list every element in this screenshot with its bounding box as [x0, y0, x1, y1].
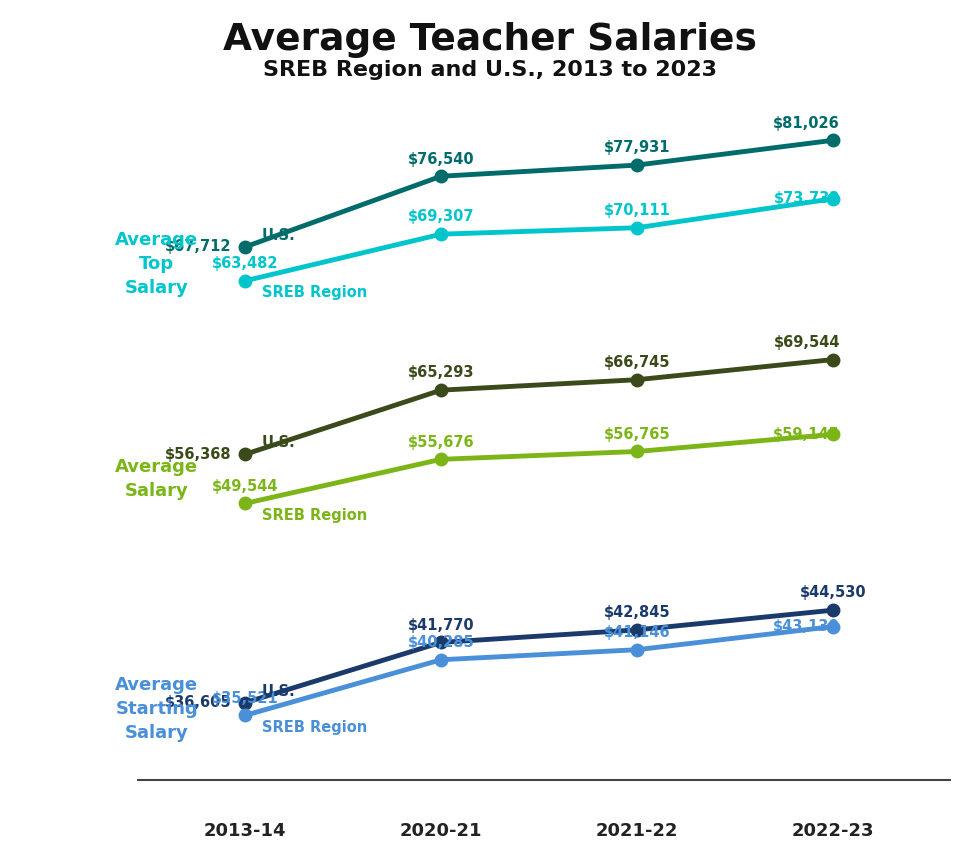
- Text: $66,745: $66,745: [604, 355, 670, 370]
- Text: U.S.: U.S.: [262, 435, 295, 450]
- Text: SREB Region: SREB Region: [262, 507, 367, 523]
- Text: 2022-23: 2022-23: [792, 822, 874, 840]
- Text: Average
Salary: Average Salary: [116, 458, 198, 500]
- Text: $81,026: $81,026: [773, 116, 840, 130]
- Text: $63,482: $63,482: [212, 256, 278, 271]
- Text: $42,845: $42,845: [604, 605, 670, 620]
- Text: $65,293: $65,293: [408, 365, 474, 381]
- Text: $69,544: $69,544: [773, 335, 840, 350]
- Text: U.S.: U.S.: [262, 228, 295, 243]
- Text: $69,307: $69,307: [408, 210, 474, 224]
- Text: SREB Region and U.S., 2013 to 2023: SREB Region and U.S., 2013 to 2023: [263, 60, 717, 80]
- Text: $40,285: $40,285: [408, 635, 474, 650]
- Text: 2020-21: 2020-21: [400, 822, 482, 840]
- Text: $55,676: $55,676: [408, 435, 474, 450]
- Text: $67,712: $67,712: [165, 239, 231, 255]
- Text: $73,732: $73,732: [773, 192, 840, 206]
- Text: $41,770: $41,770: [408, 618, 474, 633]
- Text: $41,146: $41,146: [604, 625, 670, 640]
- Text: $76,540: $76,540: [408, 152, 474, 167]
- Text: SREB Region: SREB Region: [262, 285, 367, 300]
- Text: $56,765: $56,765: [604, 427, 670, 442]
- Text: SREB Region: SREB Region: [262, 720, 367, 734]
- Text: $56,368: $56,368: [165, 447, 231, 462]
- Text: $59,145: $59,145: [773, 427, 840, 442]
- Text: $35,521: $35,521: [212, 690, 278, 706]
- Text: U.S.: U.S.: [262, 683, 295, 698]
- Text: $49,544: $49,544: [212, 479, 278, 494]
- Text: $43,130: $43,130: [773, 619, 840, 634]
- Text: 2013-14: 2013-14: [204, 822, 286, 840]
- Text: $44,530: $44,530: [800, 585, 866, 601]
- Text: Average
Top
Salary: Average Top Salary: [116, 231, 198, 297]
- Text: Average
Starting
Salary: Average Starting Salary: [116, 677, 198, 741]
- Text: 2021-22: 2021-22: [596, 822, 678, 840]
- Text: $77,931: $77,931: [604, 141, 670, 155]
- Text: $70,111: $70,111: [604, 203, 670, 218]
- Text: $36,605: $36,605: [165, 696, 231, 710]
- Text: Average Teacher Salaries: Average Teacher Salaries: [223, 22, 757, 58]
